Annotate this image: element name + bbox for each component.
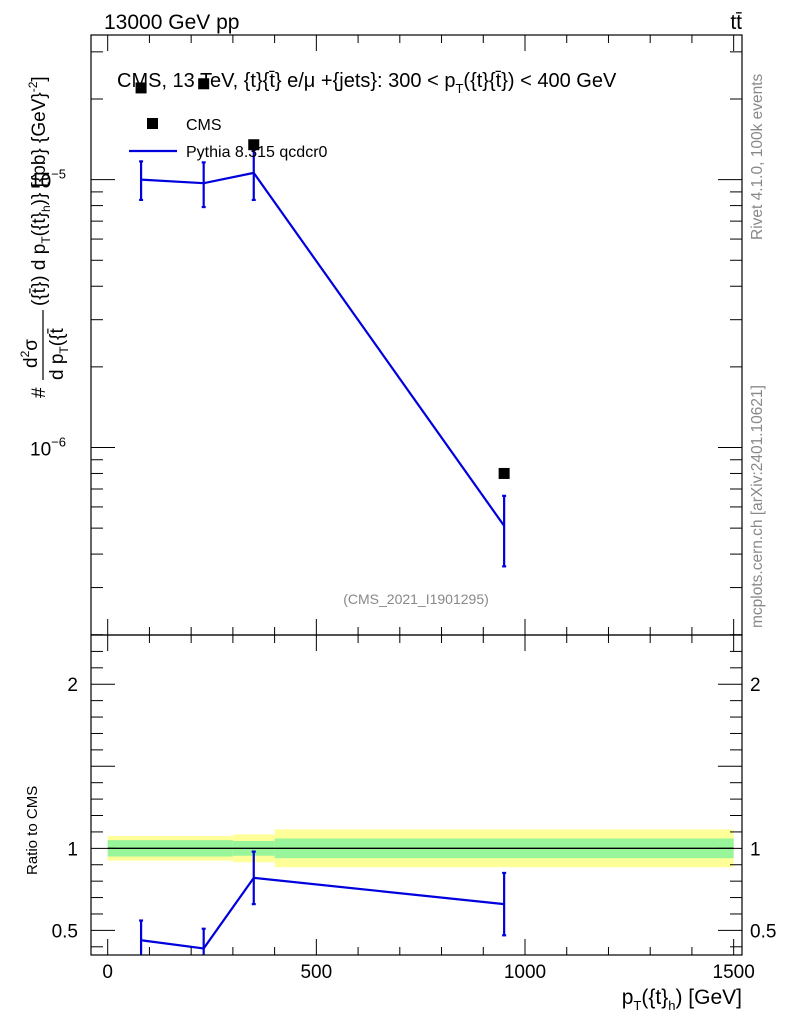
y-axis-label-ratio: Ratio to CMS	[24, 786, 41, 875]
cms-data-point-2	[248, 139, 260, 151]
mc-series-main	[139, 148, 507, 568]
y-tick-label-ratio-right-2: 2	[750, 675, 761, 696]
analysis-watermark: (CMS_2021_I1901295)	[343, 591, 489, 607]
ylabel-den: d p	[47, 354, 68, 380]
y-tick-label-ratio-right-1: 1	[750, 839, 761, 860]
header-left: 13000 GeV pp	[104, 11, 239, 34]
y-tick-label-ratio-left-1: 1	[67, 839, 78, 860]
ylabel-rest3-sup: -2	[26, 81, 40, 92]
x-tick-label-500: 500	[300, 962, 332, 983]
x-tick-label-1500: 1500	[713, 962, 755, 983]
cms-data-point-3	[498, 467, 510, 479]
svg-text:d pT({t̄: d pT({t̄	[47, 328, 71, 380]
xlabel-sub2: h	[668, 998, 675, 1013]
cms-data-point-1	[198, 78, 210, 90]
ylabel-rest-sub: T	[39, 236, 53, 244]
mc-main-line	[141, 171, 506, 527]
svg-text:d2σ: d2σ	[18, 339, 42, 368]
plot-title: CMS, 13 TeV, {t}{t̄} e/μ +{jets}: 300 < …	[117, 70, 617, 96]
xlabel-mid: ({t}	[641, 986, 668, 1009]
y-tick-label-main-1: 10−5	[30, 167, 66, 193]
mc-series-ratio	[139, 850, 507, 955]
y-tick-label-main-exp-0: −6	[51, 435, 66, 450]
mc-ratio-clipped	[139, 850, 507, 955]
y-axis-label-main: # d2σ d pT({t̄ ({t̄}) d pT({t}h)} [{pb} …	[18, 76, 71, 398]
y-tick-label-main-base-1: 10	[30, 172, 51, 193]
y-tick-label-ratio-left-2: 2	[67, 675, 78, 696]
xlabel-end: ) [GeV]	[675, 986, 742, 1009]
ylabel-num-sup: 2	[18, 350, 32, 357]
cms-data-point-0	[135, 82, 147, 94]
plot-title-part-b: ({t}{t̄}) < 400 GeV	[463, 70, 617, 92]
xlabel-sub: T	[633, 998, 641, 1013]
ylabel-num: d	[21, 357, 42, 368]
x-tick-label-1000: 1000	[504, 962, 546, 983]
rivet-version-label: Rivet 4.1.0, 100k events	[749, 73, 766, 240]
ylabel-den-sub: T	[57, 346, 71, 354]
legend-label-cms: CMS	[186, 117, 222, 134]
ylabel-rest2: ({t}	[29, 212, 50, 236]
y-tick-label-main-exp-1: −5	[51, 167, 66, 182]
ylabel-rest4: ]	[29, 76, 50, 81]
legend-marker-cms	[147, 118, 158, 129]
svg-text:#: #	[29, 387, 50, 398]
y-tick-label-ratio-right-0: 0.5	[750, 921, 776, 942]
y-tick-label-main-base-0: 10	[30, 440, 51, 461]
header-right: tt̄	[730, 11, 742, 34]
mc-ratio-line	[140, 876, 505, 950]
plot-title-sub: T	[455, 81, 463, 96]
x-axis-label: pT({t}h) [GeV]	[622, 986, 742, 1013]
ylabel-hash: #	[29, 387, 50, 398]
legend-label-pythia: Pythia 8.315 qcdcr0	[186, 144, 328, 161]
mcplots-label: mcplots.cern.ch [arXiv:2401.10621]	[749, 385, 766, 628]
svg-text:({t̄}) d pT({t}h)} [{pb} {GeV}: ({t̄}) d pT({t}h)} [{pb} {GeV}-2]	[26, 76, 53, 306]
ylabel-den-tail: ({t̄	[47, 328, 68, 347]
ratio-plot-frame	[90, 634, 743, 956]
y-tick-label-ratio-left-0: 0.5	[52, 921, 78, 942]
ylabel-rest2-sub: h	[39, 205, 53, 212]
data-series-main	[135, 78, 510, 479]
xlabel-p: p	[622, 986, 634, 1009]
plot-title-part-a: CMS, 13 TeV, {t}{t̄} e/μ +{jets}: 300 < …	[117, 70, 455, 92]
ylabel-rest: ({t̄}) d p	[29, 244, 50, 306]
ylabel-rest3: )} [{pb} {GeV}	[29, 92, 50, 205]
y-tick-label-main-0: 10−6	[30, 435, 66, 461]
x-tick-label-0: 0	[102, 962, 113, 983]
ylabel-num-sigma: σ	[21, 339, 42, 351]
